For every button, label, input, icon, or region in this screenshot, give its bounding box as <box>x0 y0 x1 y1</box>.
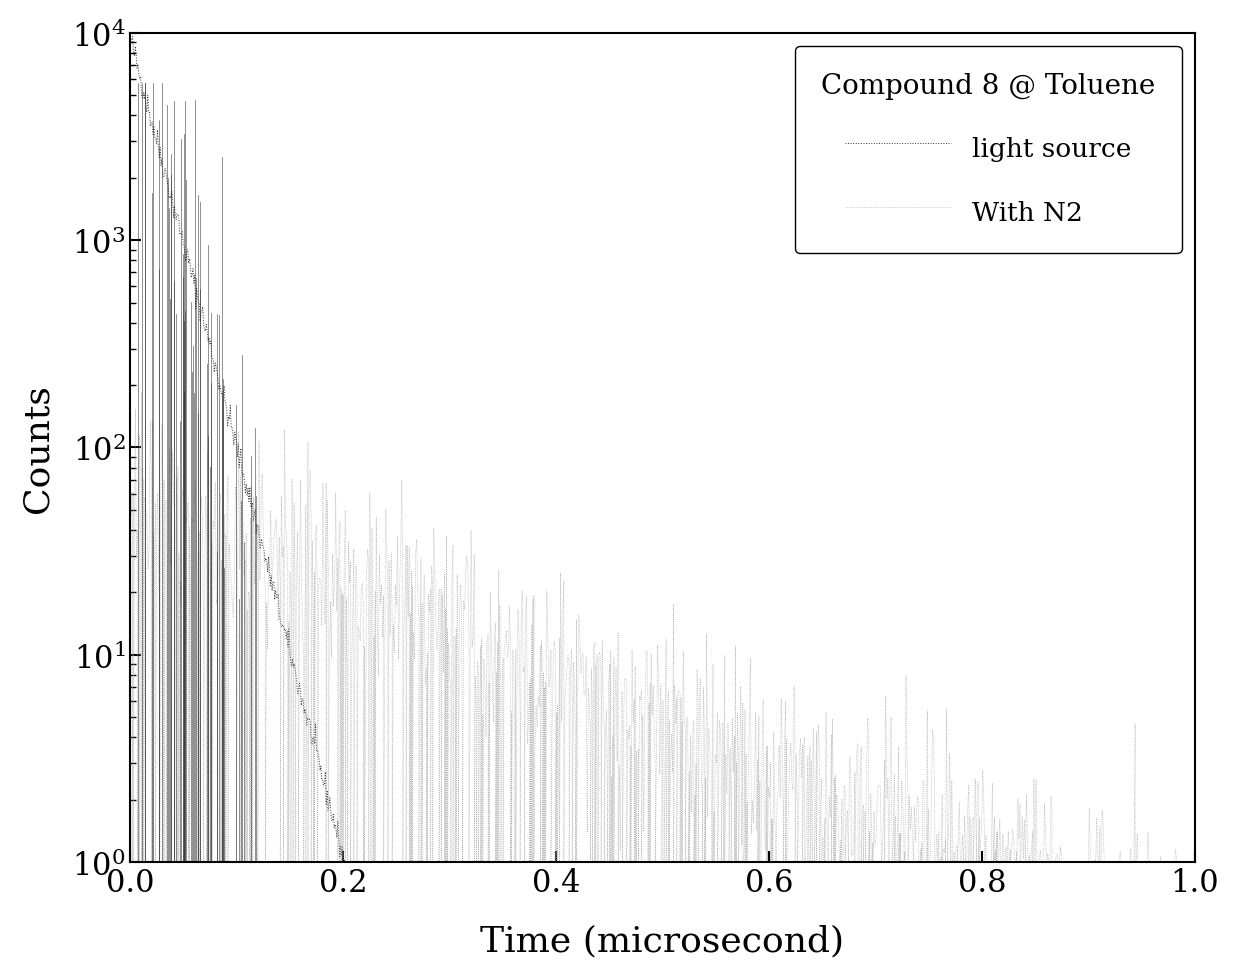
light source <box>123 28 138 40</box>
With N2 <box>425 857 440 868</box>
With N2 <box>549 857 564 868</box>
light source <box>340 867 355 878</box>
With N2 <box>125 857 140 868</box>
light source <box>264 570 279 582</box>
X-axis label: Time (microsecond): Time (microsecond) <box>480 923 844 957</box>
light source <box>683 867 698 878</box>
light source <box>482 867 497 878</box>
light source <box>585 867 600 878</box>
Y-axis label: Counts: Counts <box>21 383 55 512</box>
With N2 <box>208 477 223 489</box>
Line: light source: light source <box>130 34 1195 872</box>
Line: With N2: With N2 <box>130 393 1195 863</box>
With N2 <box>1188 857 1203 868</box>
light source <box>1188 867 1203 878</box>
light source <box>301 714 316 726</box>
With N2 <box>1116 857 1131 868</box>
With N2 <box>939 703 954 715</box>
With N2 <box>123 482 138 494</box>
Legend: light source, With N2: light source, With N2 <box>795 47 1182 254</box>
light source <box>706 867 720 878</box>
With N2 <box>134 387 149 399</box>
With N2 <box>498 625 513 637</box>
